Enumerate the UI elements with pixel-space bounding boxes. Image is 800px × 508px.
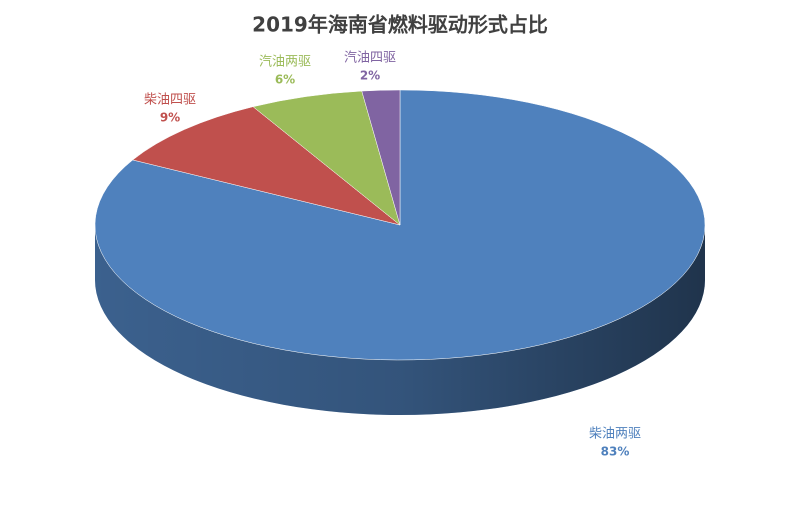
slice-label: 汽油四驱	[344, 51, 396, 66]
value-label: 83%	[601, 445, 630, 459]
slice	[361, 89, 401, 226]
slice-label: 汽油两驱	[259, 55, 311, 70]
value-label: 9%	[160, 111, 180, 125]
slice	[132, 106, 401, 226]
slice-label: 柴油四驱	[144, 93, 196, 108]
slice-side-shade	[95, 225, 705, 415]
value-label: 2%	[360, 69, 380, 83]
slice-label: 柴油两驱	[589, 427, 641, 442]
chart-title: 2019年海南省燃料驱动形式占比	[252, 13, 548, 37]
value-label: 6%	[275, 73, 295, 87]
